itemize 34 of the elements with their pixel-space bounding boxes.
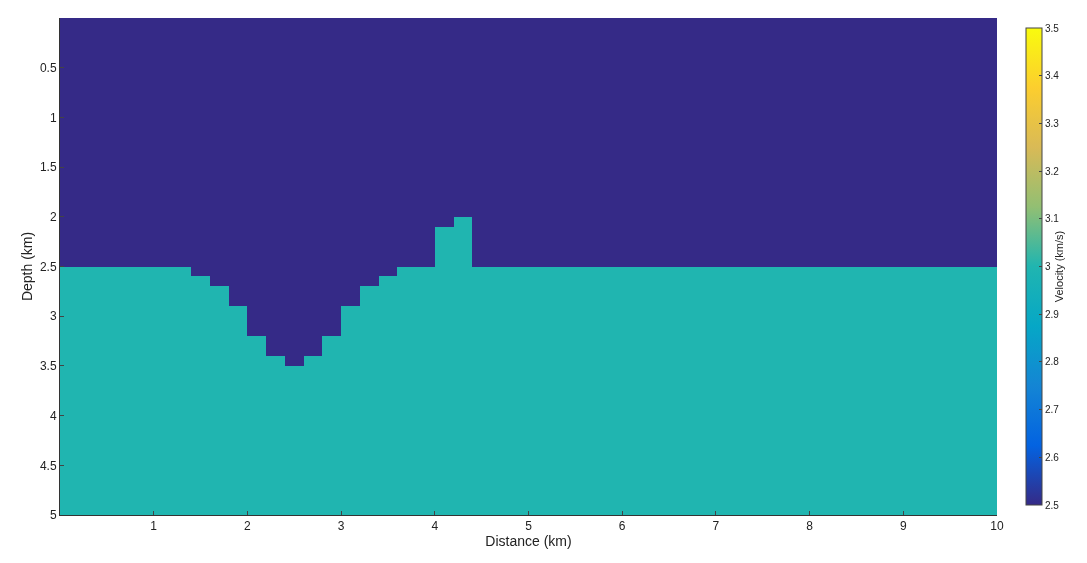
y-axis-title: Depth (km) [18,231,35,302]
x-tick-label: 9 [899,519,907,534]
x-tick-label: 1 [150,519,158,534]
color-bar-label: 2.8 [1045,356,1060,368]
color-bar-label: 3.5 [1045,22,1060,34]
x-tick-label: 10 [990,519,1004,534]
y-tick-label: 2.5 [39,259,57,274]
y-tick-label: 4 [49,408,57,423]
y-tick-label: 1.5 [39,160,57,175]
color-bar-title: Velocity (km/s) [1053,230,1065,303]
y-tick-label: 4.5 [39,458,57,473]
color-bar-label: 3.2 [1045,165,1060,177]
y-tick-label: 5 [49,508,57,523]
color-bar-label: 2.5 [1045,499,1060,511]
x-tick-label: 2 [244,519,252,534]
color-bar-label: 2.7 [1045,404,1060,416]
y-tick-label: 3 [49,309,57,324]
color-bar-label: 3.1 [1045,213,1060,225]
y-tick-label: 1 [49,110,57,125]
x-tick-label: 8 [806,519,814,534]
y-tick-label: 0.5 [39,60,57,75]
x-tick-label: 4 [431,519,439,534]
color-bar-label: 2.9 [1045,308,1060,320]
color-bar-label: 3.4 [1045,70,1060,82]
x-tick-label: 3 [337,519,345,534]
x-tick-label: 6 [618,519,626,534]
color-bar-label: 2.6 [1045,451,1060,463]
y-tick-label: 2 [49,210,57,224]
x-axis-title: Distance (km) [485,533,572,550]
x-tick-label: 7 [712,519,720,534]
y-tick-label: 3.5 [39,359,57,374]
color-bar-label: 3 [1045,261,1051,272]
x-tick-label: 5 [525,519,533,534]
color-bar-label: 3.3 [1045,117,1060,129]
